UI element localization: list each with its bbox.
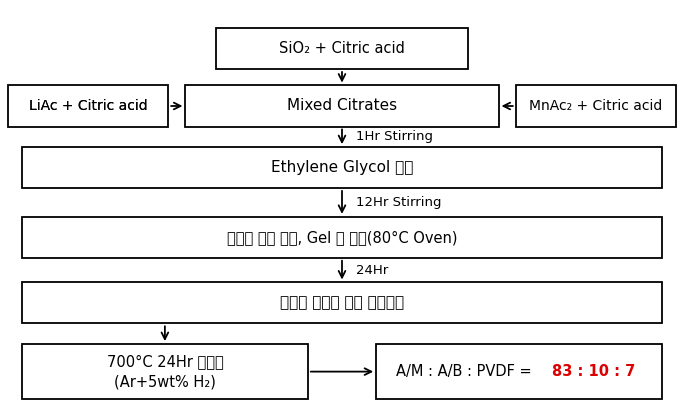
FancyBboxPatch shape [22, 344, 308, 399]
FancyBboxPatch shape [216, 28, 468, 69]
Text: Ethylene Glycol 첨가: Ethylene Glycol 첨가 [271, 160, 413, 175]
Text: SiO₂ + Citric acid: SiO₂ + Citric acid [279, 41, 405, 56]
Text: 83 : 10 : 7: 83 : 10 : 7 [552, 364, 635, 379]
Text: 12Hr Stirring: 12Hr Stirring [356, 196, 441, 209]
Text: 1Hr Stirring: 1Hr Stirring [356, 130, 432, 143]
Text: Mixed Citrates: Mixed Citrates [287, 98, 397, 114]
FancyBboxPatch shape [8, 85, 168, 126]
Text: MnAc₂ + Citric acid: MnAc₂ + Citric acid [529, 99, 662, 113]
FancyBboxPatch shape [185, 85, 499, 126]
Text: 24Hr: 24Hr [356, 263, 388, 277]
Text: 700°C 24Hr 열처리
(Ar+5wt% H₂): 700°C 24Hr 열처리 (Ar+5wt% H₂) [107, 354, 223, 389]
Text: A/M : A/B : PVDF =: A/M : A/B : PVDF = [397, 364, 537, 379]
Text: A/M : A/B : PVDF = 83 : 10 : 7: A/M : A/B : PVDF = 83 : 10 : 7 [412, 364, 627, 379]
FancyBboxPatch shape [22, 282, 662, 323]
Text: LiAc + Citric acid: LiAc + Citric acid [29, 99, 148, 113]
FancyBboxPatch shape [22, 217, 662, 258]
Text: 유리병 두꺽 닫아, Gel 화 형성(80°C Oven): 유리병 두꺽 닫아, Gel 화 형성(80°C Oven) [227, 230, 457, 245]
Text: 비커에 옵겨서 용매 증발시킴: 비커에 옵겨서 용매 증발시킴 [280, 295, 404, 311]
FancyBboxPatch shape [516, 85, 676, 126]
FancyBboxPatch shape [376, 344, 662, 399]
Text: LiAc + Citric acid: LiAc + Citric acid [29, 99, 148, 113]
FancyBboxPatch shape [22, 147, 662, 188]
